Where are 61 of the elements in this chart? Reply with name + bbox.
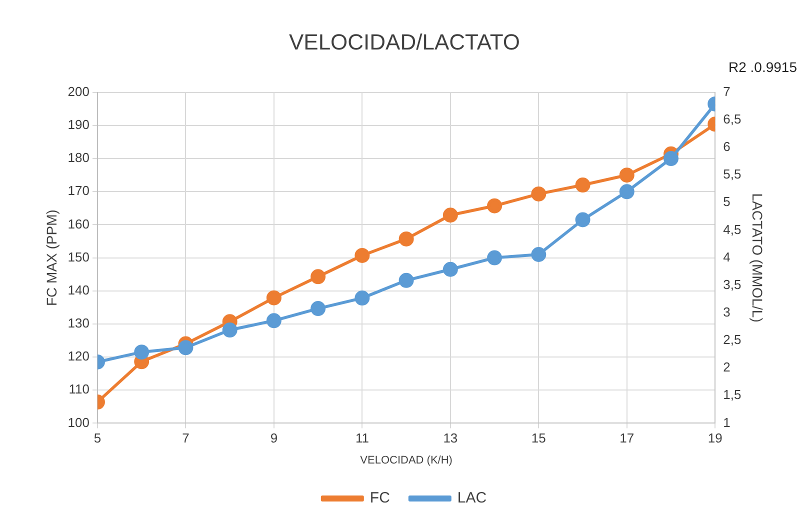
y2-tick-label: 3 — [723, 304, 730, 320]
y2-tick-label: 7 — [723, 84, 730, 99]
y-tick-label: 140 — [68, 282, 90, 298]
y2-tick-label: 5,5 — [723, 166, 742, 182]
y-tick-label: 160 — [68, 216, 90, 232]
y2-tick-label: 2,5 — [723, 332, 742, 348]
y-tick-label: 170 — [68, 183, 90, 198]
point — [310, 301, 326, 316]
y-tick-label: 130 — [68, 316, 90, 331]
y2-tick-label: 6,5 — [723, 112, 742, 127]
y2-tick-label: 2 — [723, 360, 730, 375]
point — [531, 246, 546, 262]
point — [619, 168, 634, 183]
y2-tick-label: 1,5 — [723, 387, 742, 402]
y2-tick-label: 3,5 — [723, 276, 742, 292]
point — [619, 184, 634, 200]
point — [664, 151, 679, 166]
y2-tick-label: 5 — [723, 194, 730, 210]
point — [575, 178, 590, 193]
y-tick-label: 120 — [68, 348, 90, 364]
point — [575, 212, 590, 228]
point — [487, 250, 502, 266]
point — [134, 344, 150, 360]
point — [442, 208, 458, 223]
y-tick-label: 180 — [68, 150, 90, 166]
y-tick-label: 150 — [68, 249, 90, 264]
point — [222, 322, 238, 338]
point — [442, 262, 458, 277]
y-tick-label: 190 — [68, 117, 90, 132]
x-tick-label: 17 — [620, 430, 634, 446]
point — [398, 231, 414, 246]
point — [266, 313, 282, 328]
x-tick-label: 11 — [355, 430, 369, 446]
point — [354, 290, 370, 306]
y-tick-label: 200 — [68, 84, 90, 99]
point — [266, 290, 282, 306]
y2-tick-label: 1 — [723, 414, 730, 430]
y2-axis-title: LACTATO (MMOL/L) — [750, 193, 766, 322]
y2-tick-label: 4,5 — [723, 222, 742, 237]
point — [310, 269, 326, 284]
y-axis-title: FC MAX (PPM) — [43, 210, 60, 306]
chart-title: VELOCIDAD/LACTATO — [288, 29, 520, 54]
point — [354, 248, 370, 263]
y2-tick-label: 4 — [723, 249, 730, 264]
point — [487, 198, 502, 214]
x-tick-label: 19 — [708, 430, 722, 446]
text: R2 .0.9915 — [728, 58, 798, 75]
x-tick-label: 7 — [182, 430, 190, 446]
x-tick-label: 5 — [94, 430, 102, 446]
x-tick-label: 13 — [443, 430, 458, 446]
point — [398, 272, 414, 288]
y-tick-label: 100 — [68, 414, 90, 430]
y2-tick-label: 6 — [723, 139, 730, 154]
x-axis-title: VELOCIDAD (K/H) — [360, 454, 452, 466]
x-tick-label: 15 — [531, 430, 546, 446]
legend-label: FC — [370, 490, 390, 507]
y-tick-label: 110 — [68, 382, 90, 397]
point — [178, 340, 194, 356]
point — [531, 186, 546, 202]
x-tick-label: 9 — [270, 430, 278, 446]
legend-label: LAC — [457, 490, 487, 507]
